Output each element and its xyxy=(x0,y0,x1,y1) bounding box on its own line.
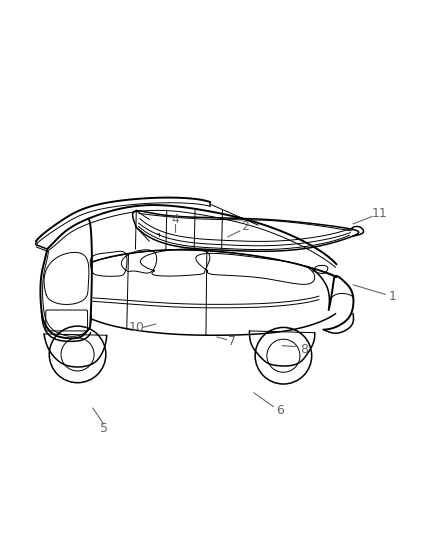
Text: 6: 6 xyxy=(276,405,284,417)
Text: 2: 2 xyxy=(241,220,249,233)
Text: 7: 7 xyxy=(228,335,236,348)
Text: 8: 8 xyxy=(300,343,308,356)
Text: 4: 4 xyxy=(172,213,180,226)
Text: 10: 10 xyxy=(128,321,144,334)
Text: 11: 11 xyxy=(372,207,388,220)
Text: 1: 1 xyxy=(389,290,397,303)
Text: 5: 5 xyxy=(100,422,108,435)
